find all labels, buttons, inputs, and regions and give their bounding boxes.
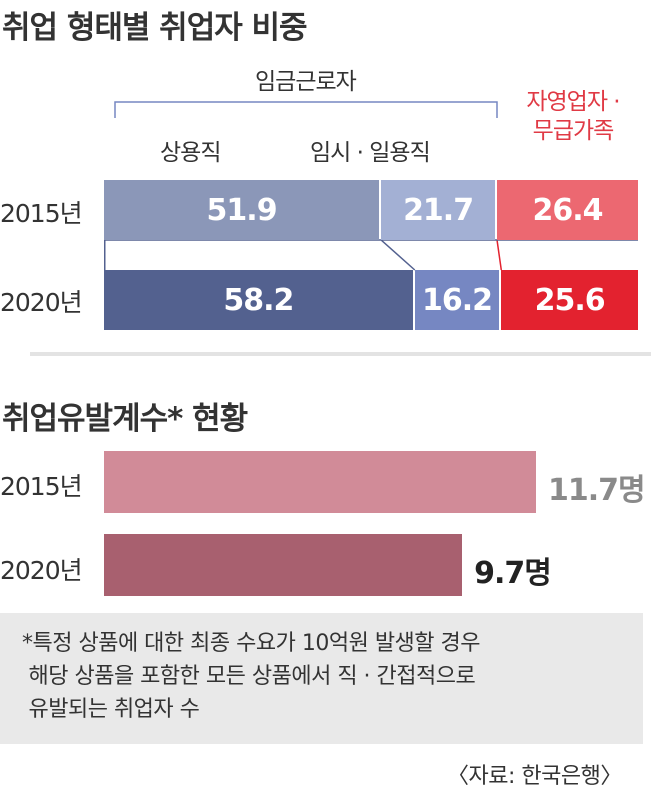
group-bracket	[114, 101, 498, 118]
year-label-2015: 2015년	[0, 199, 83, 228]
segment-regular-2020: 58.2	[104, 270, 413, 330]
chart2-title: 취업유발계수* 현황	[2, 401, 248, 437]
employment-bar-2020	[104, 534, 463, 596]
segment-temporary-2020: 16.2	[414, 270, 500, 330]
segment-value-temporary-2020: 16.2	[422, 282, 493, 318]
chart1-title: 취업 형태별 취업자 비중	[2, 10, 308, 46]
connector-line-b	[380, 239, 416, 271]
segment-self-employed-2015: 26.4	[497, 180, 638, 240]
segment-self-employed-2020: 25.6	[501, 270, 638, 330]
legend-temporary: 임시 · 일용직	[310, 140, 431, 166]
footnote-line-1: *특정 상품에 대한 최종 수요가 10억원 발생할 경우	[22, 631, 481, 656]
segment-value-regular-2015: 51.9	[206, 192, 278, 228]
employment-year-2015: 2015년	[0, 472, 83, 501]
chart1-guides	[104, 101, 638, 271]
footnote-box: *특정 상품에 대한 최종 수요가 10억원 발생할 경우 해당 상품을 포함한…	[0, 613, 643, 744]
employment-bar-2015	[104, 451, 536, 513]
employment-value-2020: 9.7명	[474, 556, 552, 591]
segment-value-self-employed-2015: 26.4	[532, 192, 603, 228]
connector-line-c	[496, 239, 503, 271]
legend-self-employed-line2: 무급가족	[532, 118, 615, 144]
wage-worker-group-label: 임금근로자	[255, 69, 357, 95]
footnote-line-2: 해당 상품을 포함한 모든 상품에서 직 · 간접적으로	[22, 664, 476, 689]
segment-value-self-employed-2020: 25.6	[534, 282, 606, 318]
segment-value-regular-2020: 58.2	[223, 282, 294, 318]
segment-temporary-2015: 21.7	[381, 180, 496, 240]
year-label-2020: 2020년	[0, 288, 83, 317]
segment-regular-2015: 51.9	[104, 180, 380, 240]
legend-self-employed-line1: 자영업자 ·	[526, 89, 620, 115]
footnote-line-3: 유발되는 취업자 수	[22, 697, 200, 722]
employment-value-2015: 11.7명	[548, 473, 646, 508]
section-divider	[30, 352, 651, 356]
legend-regular: 상용직	[160, 140, 221, 166]
footnote-text: *특정 상품에 대한 최종 수요가 10억원 발생할 경우 해당 상품을 포함한…	[22, 627, 481, 726]
employment-year-2020: 2020년	[0, 556, 83, 585]
source-label: 〈자료: 한국은행〉	[447, 764, 622, 789]
segment-value-temporary-2015: 21.7	[403, 192, 474, 228]
legend-self-employed: 자영업자 · 무급가족	[500, 88, 646, 146]
